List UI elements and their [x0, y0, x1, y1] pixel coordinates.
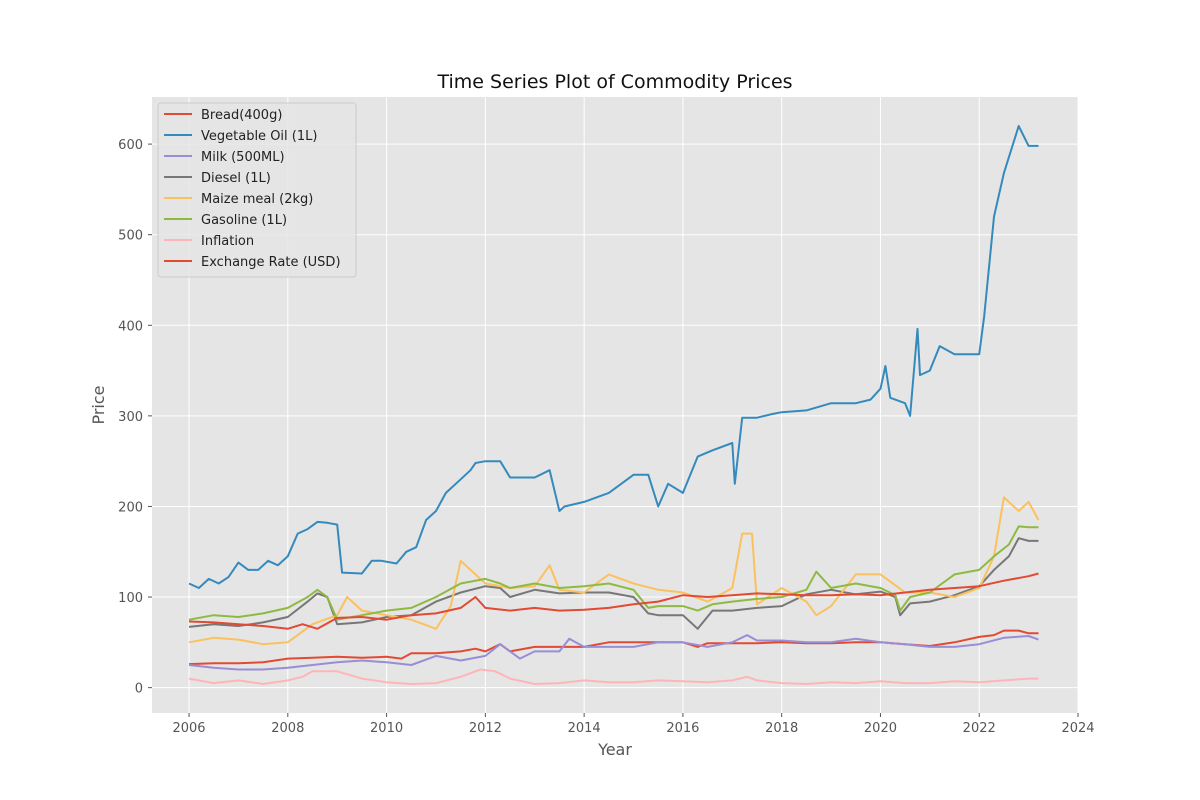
y-tick-label: 200	[118, 500, 143, 515]
x-tick-label: 2014	[568, 721, 601, 736]
series-line-bread-400g	[188, 629, 1039, 666]
x-tick-label: 2016	[666, 721, 699, 736]
series-line-inflation	[188, 668, 1039, 685]
axis-ticks: 2006 2008 2010 2012 2014 2016 2018 2020 2022 2024…	[118, 138, 1094, 736]
y-axis-label: Price	[89, 385, 108, 424]
y-tick-label: 0	[135, 682, 143, 697]
series-line-gasoline-1l	[188, 525, 1039, 621]
chart-title: Time Series Plot of Commodity Prices	[436, 71, 792, 93]
y-tick-label: 100	[118, 591, 143, 606]
legend-label: Exchange Rate (USD)	[201, 255, 341, 270]
y-tick-label: 500	[118, 229, 143, 244]
legend-box	[157, 102, 357, 278]
legend-label: Gasoline (1L)	[201, 213, 287, 228]
legend-label: Vegetable Oil (1L)	[201, 129, 317, 144]
x-tick-label: 2010	[370, 721, 403, 736]
legend: Bread(400g) Vegetable Oil (1L) Milk (500ML…	[157, 102, 357, 278]
x-axis-label: Year	[597, 740, 632, 759]
y-tick-label: 300	[118, 410, 143, 425]
legend-label: Diesel (1L)	[201, 171, 271, 186]
x-tick-label: 2018	[765, 721, 798, 736]
legend-label: Milk (500ML)	[201, 150, 285, 165]
series-line-exchange-rate-usd	[188, 572, 1039, 630]
legend-label: Inflation	[201, 234, 254, 249]
series-line-vegetable-oil-1l	[188, 125, 1039, 589]
series-lines	[188, 125, 1040, 685]
y-tick-label: 600	[118, 138, 143, 153]
y-tick-label: 400	[118, 319, 143, 334]
x-tick-label: 2022	[963, 721, 996, 736]
x-tick-label: 2008	[271, 721, 304, 736]
x-tick-label: 2020	[864, 721, 897, 736]
x-tick-label: 2012	[469, 721, 502, 736]
x-tick-label: 2006	[172, 721, 205, 736]
legend-label: Maize meal (2kg)	[201, 192, 313, 207]
legend-label: Bread(400g)	[201, 108, 282, 123]
series-line-milk-500ml	[188, 634, 1039, 671]
x-tick-label: 2024	[1061, 721, 1094, 736]
